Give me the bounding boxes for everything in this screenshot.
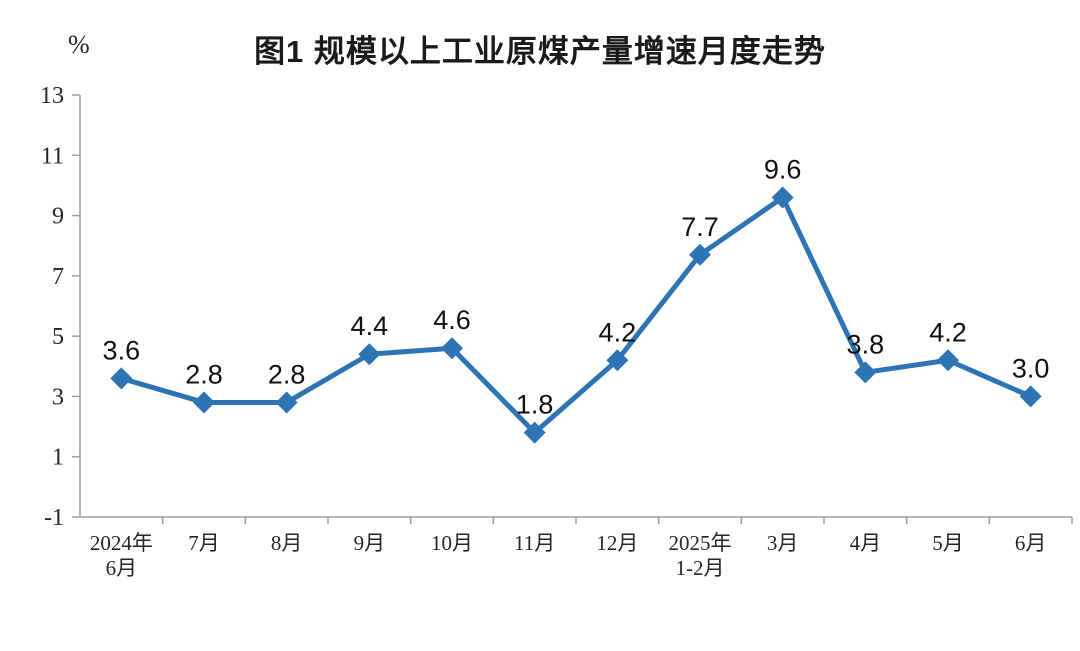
y-tick-label: 5 — [52, 324, 64, 350]
data-label: 2.8 — [185, 359, 223, 389]
x-tick-label: 4月 — [850, 531, 882, 555]
x-tick-label: 10月 — [431, 531, 473, 555]
y-tick-label: 7 — [52, 264, 64, 290]
data-point-marker — [193, 391, 215, 414]
x-tick-label: 12月 — [596, 531, 638, 555]
data-labels: 3.6 2.8 2.8 4.4 4.6 1.8 4.2 7.7 9.6 3.8 4.2 3.0 — [103, 154, 1050, 419]
x-tick-label: 7月 — [188, 531, 220, 555]
y-tick-label: 9 — [52, 204, 64, 230]
axes — [72, 94, 1073, 524]
data-point-marker — [937, 349, 959, 372]
data-label: 3.6 — [103, 335, 141, 365]
x-tick-label: 3月 — [767, 531, 799, 555]
data-label: 3.0 — [1012, 353, 1050, 383]
data-point-marker — [771, 186, 794, 209]
y-tick-label: 3 — [52, 384, 64, 410]
data-label: 4.2 — [929, 317, 967, 347]
chart-title: 图1 规模以上工业原煤产量增速月度走势 — [254, 34, 826, 69]
x-tick-label: 11月 — [514, 531, 555, 555]
data-point-marker — [441, 337, 463, 360]
data-point-markers — [110, 186, 1042, 444]
y-axis-unit-label: % — [68, 30, 90, 59]
data-point-marker — [358, 343, 381, 366]
data-point-marker — [523, 421, 546, 444]
y-tick-label: 1 — [52, 445, 64, 471]
data-label: 4.6 — [433, 305, 471, 335]
data-point-marker — [275, 391, 298, 414]
x-tick-label: 6月 — [106, 556, 138, 580]
data-label: 1.8 — [516, 390, 554, 420]
x-tick-label: 1-2月 — [676, 556, 725, 580]
data-label: 2.8 — [268, 359, 306, 389]
data-point-marker — [689, 243, 711, 266]
data-point-marker — [1019, 385, 1042, 408]
x-tick-label: 6月 — [1015, 531, 1047, 555]
data-series-line — [118, 194, 1034, 436]
y-tick-label: 11 — [41, 143, 64, 169]
data-point-marker — [110, 367, 133, 390]
x-tick-label: 2024年 — [90, 531, 153, 555]
data-label: 4.4 — [351, 311, 389, 341]
x-tick-label: 5月 — [932, 531, 964, 555]
x-tick-label: 2025年 — [669, 531, 732, 555]
data-label: 3.8 — [847, 329, 885, 359]
data-label: 4.2 — [599, 317, 637, 347]
data-point-marker — [854, 361, 877, 384]
x-tick-label: 8月 — [271, 531, 303, 555]
y-tick-label: -1 — [44, 505, 64, 531]
data-label: 7.7 — [681, 212, 719, 242]
data-point-marker — [606, 349, 629, 372]
data-label: 9.6 — [764, 154, 802, 184]
y-tick-label: 13 — [40, 83, 64, 109]
x-tick-label: 9月 — [354, 531, 386, 555]
y-tick-labels: 13 11 9 7 5 3 1 -1 — [40, 83, 64, 531]
